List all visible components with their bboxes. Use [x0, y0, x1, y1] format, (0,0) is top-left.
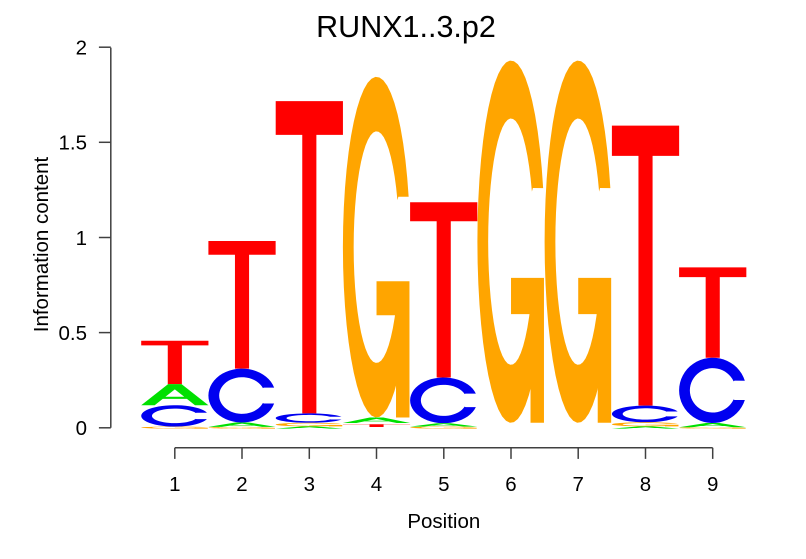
svg-text:1: 1	[76, 227, 87, 250]
svg-text:6: 6	[505, 473, 516, 496]
svg-text:0.5: 0.5	[59, 322, 88, 345]
svg-text:7: 7	[572, 473, 583, 496]
svg-text:0: 0	[76, 417, 87, 440]
svg-text:1: 1	[169, 473, 180, 496]
svg-text:4: 4	[371, 473, 382, 496]
svg-text:5: 5	[438, 473, 449, 496]
svg-text:9: 9	[707, 473, 718, 496]
svg-text:8: 8	[640, 473, 651, 496]
svg-text:2: 2	[76, 37, 87, 60]
svg-text:3: 3	[304, 473, 315, 496]
svg-text:1.5: 1.5	[59, 132, 88, 155]
svg-text:RUNX1..3.p2: RUNX1..3.p2	[316, 10, 496, 44]
svg-text:Position: Position	[407, 510, 480, 533]
svg-text:Information content: Information content	[30, 156, 53, 332]
svg-text:2: 2	[236, 473, 247, 496]
